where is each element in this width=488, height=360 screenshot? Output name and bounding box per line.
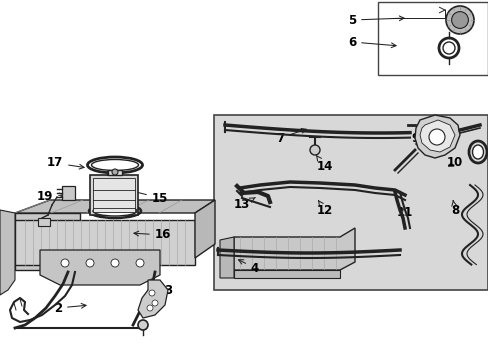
Circle shape — [112, 169, 118, 175]
Text: 8: 8 — [450, 201, 458, 216]
Text: 17: 17 — [47, 157, 84, 170]
Polygon shape — [15, 220, 195, 265]
Polygon shape — [419, 120, 454, 152]
Text: 14: 14 — [316, 156, 332, 174]
Circle shape — [111, 259, 119, 267]
Text: 19: 19 — [37, 189, 64, 202]
Polygon shape — [62, 186, 75, 200]
Text: 16: 16 — [134, 229, 171, 242]
Circle shape — [445, 6, 473, 34]
Circle shape — [86, 259, 94, 267]
Circle shape — [442, 42, 454, 54]
Polygon shape — [234, 228, 354, 270]
Circle shape — [147, 305, 153, 311]
Polygon shape — [138, 280, 168, 318]
Polygon shape — [220, 237, 234, 278]
Text: 5: 5 — [347, 13, 403, 27]
Ellipse shape — [471, 145, 483, 159]
Text: 9: 9 — [410, 131, 419, 147]
Bar — [93, 178, 135, 212]
Circle shape — [136, 259, 143, 267]
Polygon shape — [15, 213, 80, 270]
Bar — [377, 2, 487, 75]
Text: 4: 4 — [238, 260, 259, 274]
Circle shape — [61, 259, 69, 267]
Polygon shape — [414, 115, 459, 158]
Ellipse shape — [91, 159, 138, 171]
Circle shape — [428, 129, 444, 145]
Polygon shape — [234, 270, 339, 278]
Bar — [90, 175, 138, 215]
Text: 3: 3 — [151, 284, 172, 297]
Bar — [38, 218, 50, 226]
Polygon shape — [0, 210, 15, 295]
Bar — [214, 115, 487, 290]
Text: 6: 6 — [347, 36, 395, 49]
Text: 18: 18 — [110, 174, 126, 186]
Text: 2: 2 — [54, 302, 86, 315]
Polygon shape — [40, 250, 160, 285]
Text: 15: 15 — [132, 190, 168, 204]
Polygon shape — [15, 200, 215, 213]
Text: 12: 12 — [316, 201, 332, 216]
Ellipse shape — [93, 206, 137, 216]
Circle shape — [451, 12, 468, 28]
Circle shape — [149, 290, 155, 296]
Circle shape — [152, 300, 158, 306]
Text: 10: 10 — [446, 157, 462, 170]
Text: 13: 13 — [233, 198, 255, 211]
Polygon shape — [195, 200, 215, 258]
Text: 7: 7 — [275, 129, 305, 144]
Circle shape — [309, 145, 319, 155]
Text: 1: 1 — [56, 255, 80, 276]
Text: 11: 11 — [396, 207, 412, 220]
Bar — [108, 170, 122, 175]
Circle shape — [138, 320, 148, 330]
